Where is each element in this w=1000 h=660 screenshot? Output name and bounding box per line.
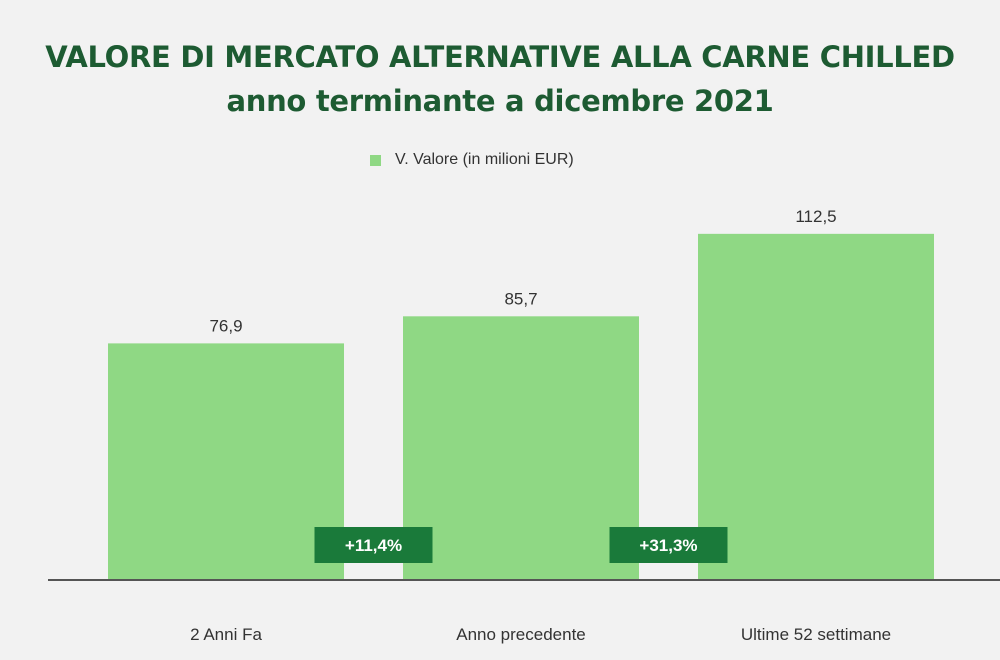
legend: V. Valore (in milioni EUR) [370, 150, 574, 170]
growth-badge-label: +11,4% [345, 536, 402, 555]
x-tick-label: Anno precedente [456, 625, 586, 644]
bar [698, 233, 934, 580]
growth-badge [609, 527, 728, 563]
data-label: 85,7 [504, 289, 537, 308]
bar [403, 316, 639, 580]
data-label: 112,5 [795, 207, 836, 226]
chart-subtitle: anno terminante a dicembre 2021 [226, 84, 774, 118]
growth-badge-label: +31,3% [639, 536, 697, 555]
data-label: 76,9 [209, 316, 242, 335]
growth-badge [314, 527, 433, 563]
bar [108, 343, 344, 580]
x-tick-label: 2 Anni Fa [190, 625, 262, 644]
legend-swatch [370, 154, 381, 166]
x-tick-label: Ultime 52 settimane [741, 625, 891, 644]
chart-title: VALORE DI MERCATO ALTERNATIVE ALLA CARNE… [45, 40, 955, 74]
legend-label: V. Valore (in milioni EUR) [395, 151, 574, 168]
